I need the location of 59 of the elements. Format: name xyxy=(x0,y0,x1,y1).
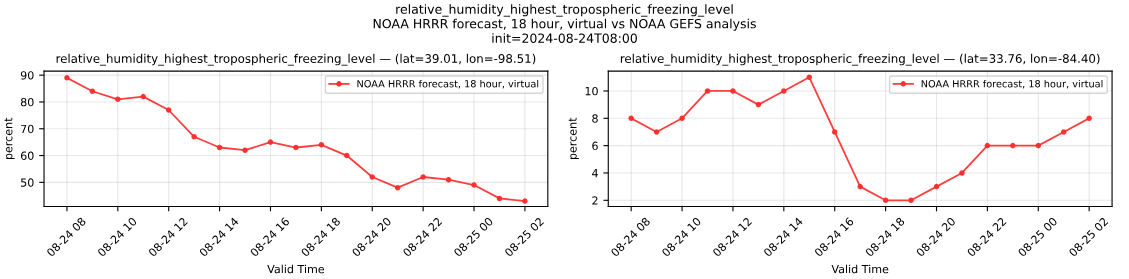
point xyxy=(908,197,914,204)
point xyxy=(1060,129,1067,135)
point xyxy=(267,139,274,145)
point xyxy=(318,142,325,148)
point xyxy=(1010,142,1016,149)
point xyxy=(831,129,838,135)
y-tick-label: 10 xyxy=(585,86,598,96)
chart-title: relative_humidity_highest_tropospheric_freezing_level — (lat=39.01, lon=-98.51) xyxy=(56,53,536,66)
x-axis-title: Valid Time xyxy=(267,264,325,274)
point xyxy=(628,115,634,122)
point xyxy=(755,101,762,108)
y-tick-label: 80 xyxy=(20,97,34,107)
point xyxy=(216,144,223,151)
point xyxy=(730,88,736,94)
point xyxy=(1035,142,1042,149)
point xyxy=(1086,115,1092,122)
y-axis-title: percent xyxy=(4,117,15,160)
y-tick-label: 8 xyxy=(592,114,598,123)
point xyxy=(191,134,197,140)
point xyxy=(165,107,172,113)
point xyxy=(471,182,477,188)
point xyxy=(420,174,426,180)
point xyxy=(115,96,121,103)
point xyxy=(140,93,147,100)
point xyxy=(445,176,452,183)
point xyxy=(653,129,660,135)
y-tick-label: 70 xyxy=(21,124,34,134)
y-tick-label: 60 xyxy=(20,151,34,160)
y-tick-label: 6 xyxy=(592,141,598,151)
text: NOAA HRRR forecast, 18 hour, virtual vs NOAA GEFS analysis xyxy=(373,18,756,31)
point xyxy=(64,75,70,81)
y-axis-title: percent xyxy=(568,117,579,160)
point xyxy=(344,152,350,159)
point xyxy=(496,195,503,202)
text: relative_humidity_highest_tropospheric_freezing_level xyxy=(396,4,733,17)
x-axis-title: Valid Time xyxy=(831,264,889,274)
legend-label: NOAA HRRR forecast, 18 hour, virtual xyxy=(921,79,1103,89)
point xyxy=(369,174,376,180)
point xyxy=(242,147,248,153)
point xyxy=(857,183,863,190)
point xyxy=(959,170,965,176)
y-tick-label: 2 xyxy=(592,196,598,205)
point xyxy=(781,88,787,94)
y-tick-label: 4 xyxy=(592,169,598,178)
point xyxy=(89,88,96,95)
point xyxy=(984,142,991,149)
legend-label: NOAA HRRR forecast, 18 hour, virtual xyxy=(357,79,539,89)
point xyxy=(704,88,711,94)
point xyxy=(806,74,813,81)
point xyxy=(882,197,889,204)
point xyxy=(933,183,940,190)
y-tick-label: 90 xyxy=(20,71,34,80)
point xyxy=(293,144,299,151)
text: init=2024-08-24T08:00 xyxy=(492,33,637,43)
point xyxy=(679,115,685,122)
chart-title: relative_humidity_highest_tropospheric_freezing_level — (lat=33.76, lon=-84.40) xyxy=(620,53,1100,66)
y-tick-label: 50 xyxy=(21,178,34,187)
point xyxy=(394,184,401,191)
point xyxy=(522,198,528,204)
